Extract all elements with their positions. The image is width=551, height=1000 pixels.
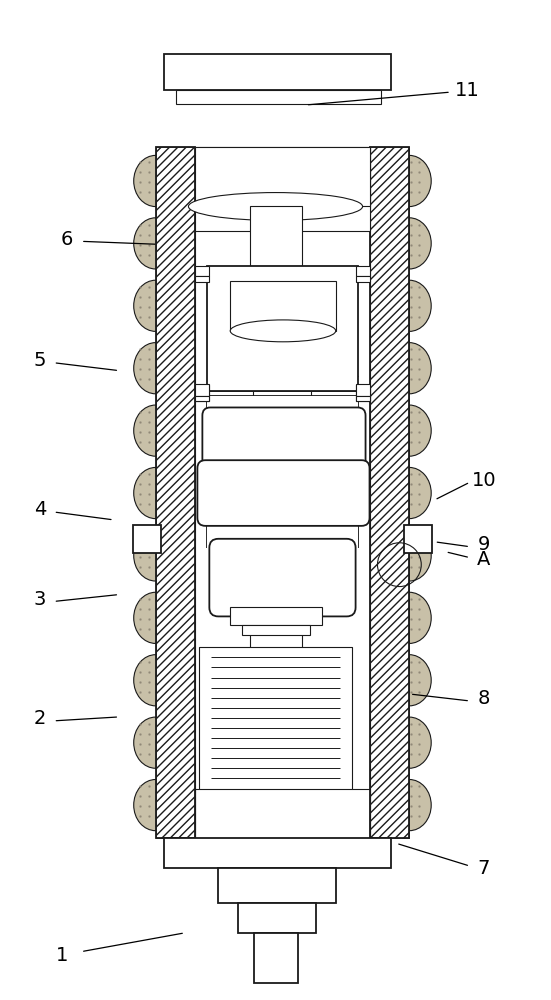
Bar — [355, 276, 370, 282]
Bar — [230, 607, 322, 625]
Bar — [404, 525, 432, 553]
Text: 5: 5 — [34, 351, 46, 370]
FancyBboxPatch shape — [202, 407, 365, 468]
Ellipse shape — [134, 717, 177, 768]
Text: 6: 6 — [61, 230, 73, 249]
Ellipse shape — [387, 280, 431, 331]
Bar — [196, 276, 209, 282]
Bar — [355, 385, 370, 395]
Bar — [355, 396, 370, 401]
Ellipse shape — [134, 530, 177, 581]
FancyBboxPatch shape — [209, 539, 355, 616]
Bar — [250, 206, 302, 266]
Bar — [176, 90, 381, 104]
Bar — [155, 147, 196, 838]
Ellipse shape — [387, 405, 431, 456]
Text: 8: 8 — [478, 689, 490, 708]
Ellipse shape — [387, 218, 431, 269]
Text: 11: 11 — [455, 81, 480, 100]
Bar — [199, 647, 352, 789]
Bar — [355, 395, 370, 401]
Ellipse shape — [387, 155, 431, 207]
Bar — [196, 395, 209, 401]
Ellipse shape — [134, 155, 177, 207]
Bar — [196, 266, 209, 276]
Bar — [230, 281, 336, 331]
Bar — [155, 147, 196, 838]
Bar — [370, 147, 409, 838]
Bar — [196, 147, 370, 206]
Text: 7: 7 — [478, 859, 490, 878]
Bar — [196, 147, 370, 231]
Ellipse shape — [230, 320, 336, 342]
Ellipse shape — [188, 193, 363, 220]
Text: 1: 1 — [56, 946, 68, 965]
Bar — [164, 54, 391, 90]
Ellipse shape — [387, 655, 431, 706]
Bar — [207, 266, 358, 391]
Ellipse shape — [134, 218, 177, 269]
Ellipse shape — [134, 343, 177, 394]
Text: 3: 3 — [34, 590, 46, 609]
Ellipse shape — [134, 280, 177, 331]
Ellipse shape — [134, 655, 177, 706]
Ellipse shape — [134, 780, 177, 831]
Text: 9: 9 — [478, 535, 490, 554]
FancyBboxPatch shape — [197, 460, 370, 526]
Ellipse shape — [134, 405, 177, 456]
Bar — [196, 385, 209, 395]
Bar — [370, 147, 409, 838]
Bar — [355, 384, 370, 396]
Bar — [355, 266, 370, 276]
Bar — [133, 525, 160, 553]
Ellipse shape — [387, 592, 431, 643]
Bar — [196, 384, 209, 396]
Bar — [254, 933, 298, 983]
Bar — [207, 396, 358, 548]
Text: 4: 4 — [34, 500, 46, 519]
Ellipse shape — [387, 780, 431, 831]
Bar — [242, 625, 310, 635]
Ellipse shape — [387, 717, 431, 768]
Bar — [164, 838, 391, 868]
Text: 10: 10 — [472, 471, 496, 490]
Ellipse shape — [134, 467, 177, 519]
Ellipse shape — [134, 592, 177, 643]
Ellipse shape — [387, 530, 431, 581]
Bar — [196, 396, 209, 401]
Bar — [218, 868, 336, 903]
Ellipse shape — [387, 343, 431, 394]
Ellipse shape — [387, 467, 431, 519]
Bar — [238, 903, 316, 933]
Text: A: A — [477, 550, 490, 569]
Text: 2: 2 — [34, 709, 46, 728]
